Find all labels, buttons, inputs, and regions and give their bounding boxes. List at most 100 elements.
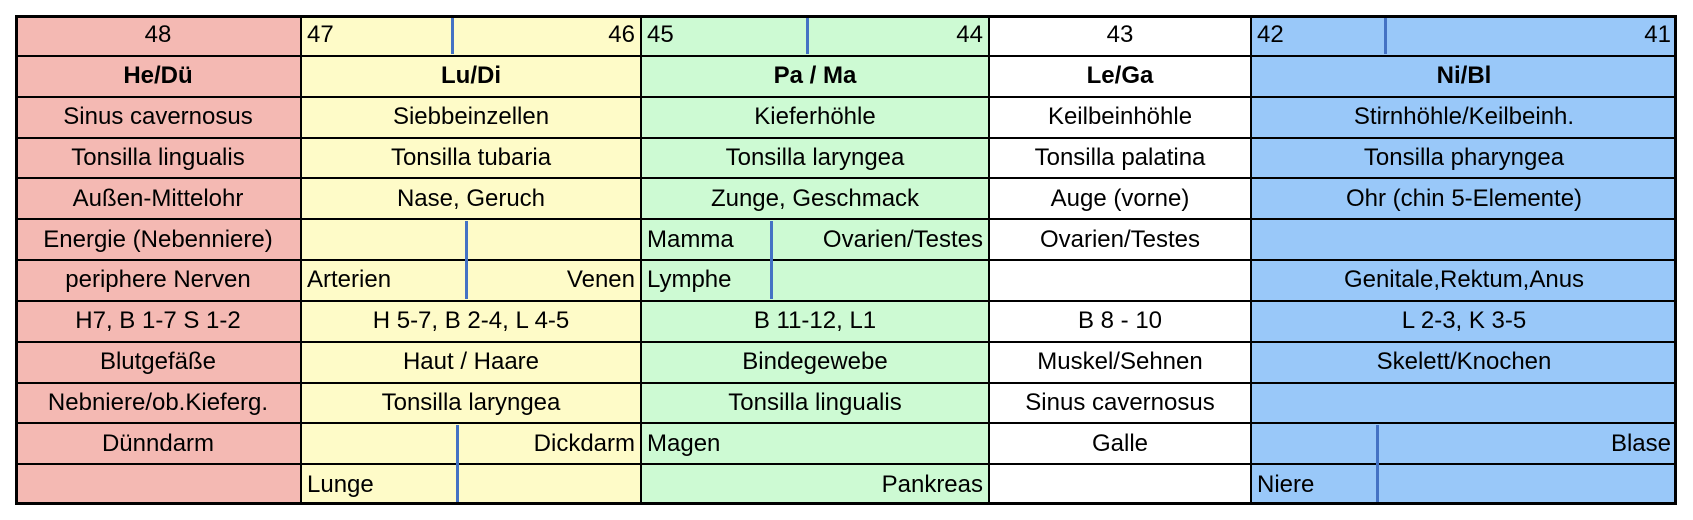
cell-he-du-row-0: 48 <box>15 15 301 56</box>
blue-divider-line <box>1376 425 1379 503</box>
cell-right-text: 46 <box>608 21 635 49</box>
cell-he-du-row-3: Tonsilla lingualis <box>15 137 301 179</box>
cell-right-text: Ovarien/Testes <box>822 225 983 253</box>
cell-right-text: Pankreas <box>881 470 983 498</box>
row-separator <box>15 95 1677 98</box>
cell-left-text: Lymphe <box>647 266 732 294</box>
row-separator <box>15 463 1677 466</box>
cell-right-text: 44 <box>956 21 983 49</box>
cell-ni-bl-row-0: 42 41 <box>1251 15 1677 56</box>
cell-pa-ma-row-4: Zunge, Geschmack <box>641 178 989 220</box>
column-separator <box>640 15 642 505</box>
row-separator <box>15 218 1677 221</box>
column-separator <box>988 15 990 505</box>
cell-le-ga-row-3: Tonsilla palatina <box>989 137 1251 179</box>
cell-lu-di-row-11: Lunge <box>301 464 641 505</box>
cell-pa-ma-row-10: Magen <box>641 423 989 465</box>
row-separator <box>15 422 1677 425</box>
cell-pa-ma-row-6: Lymphe <box>641 260 989 301</box>
cell-he-du-row-4: Außen-Mittelohr <box>15 178 301 220</box>
blue-divider-line <box>465 221 468 299</box>
cell-left-text: Mamma <box>647 225 734 253</box>
cell-ni-bl-row-3: Tonsilla pharyngea <box>1251 137 1677 179</box>
cell-le-ga-row-8: Muskel/Sehnen <box>989 341 1251 383</box>
cell-lu-di-row-9: Tonsilla laryngea <box>301 382 641 424</box>
cell-ni-bl-row-10: Blase <box>1251 423 1677 465</box>
cell-le-ga-row-7: B 8 - 10 <box>989 300 1251 342</box>
cell-le-ga-row-0: 43 <box>989 15 1251 56</box>
row-separator <box>15 177 1677 180</box>
cell-lu-di-row-5 <box>301 219 641 260</box>
cell-le-ga-row-1: Le/Ga <box>989 55 1251 97</box>
cell-le-ga-row-4: Auge (vorne) <box>989 178 1251 220</box>
cell-lu-di-row-6: Arterien Venen <box>301 260 641 301</box>
cell-ni-bl-row-8: Skelett/Knochen <box>1251 341 1677 383</box>
cell-ni-bl-row-1: Ni/Bl <box>1251 55 1677 97</box>
cell-pa-ma-row-0: 45 44 <box>641 15 989 56</box>
cell-ni-bl-row-6: Genitale,Rektum,Anus <box>1251 260 1677 301</box>
cell-he-du-row-7: H7, B 1-7 S 1-2 <box>15 300 301 342</box>
cell-pa-ma-row-3: Tonsilla laryngea <box>641 137 989 179</box>
cell-right-text: Dickdarm <box>533 429 635 457</box>
row-separator <box>15 381 1677 384</box>
cell-ni-bl-row-2: Stirnhöhle/Keilbeinh. <box>1251 96 1677 138</box>
cell-ni-bl-row-11: Niere <box>1251 464 1677 505</box>
cell-he-du-row-8: Blutgefäße <box>15 341 301 383</box>
cell-left-text: Lunge <box>307 470 374 498</box>
cell-left-text: Niere <box>1257 470 1315 498</box>
cell-le-ga-row-9: Sinus cavernosus <box>989 382 1251 424</box>
cell-left-text: Arterien <box>307 266 392 294</box>
cell-he-du-row-5: Energie (Nebenniere) <box>15 219 301 260</box>
cell-lu-di-row-2: Siebbeinzellen <box>301 96 641 138</box>
cell-right-text: 41 <box>1644 21 1671 49</box>
cell-he-du-row-9: Nebniere/ob.Kieferg. <box>15 382 301 424</box>
row-separator <box>15 54 1677 57</box>
cell-lu-di-row-10: Dickdarm <box>301 423 641 465</box>
cell-lu-di-row-3: Tonsilla tubaria <box>301 137 641 179</box>
column-separator <box>1250 15 1252 505</box>
cell-le-ga-row-6 <box>989 260 1251 301</box>
cell-pa-ma-row-11: Pankreas <box>641 464 989 505</box>
cell-he-du-row-1: He/Dü <box>15 55 301 97</box>
cell-left-text: Magen <box>647 429 721 457</box>
blue-divider-line <box>806 17 809 54</box>
row-separator <box>15 259 1677 261</box>
cell-he-du-row-10: Dünndarm <box>15 423 301 465</box>
cell-le-ga-row-5: Ovarien/Testes <box>989 219 1251 260</box>
cell-he-du-row-11 <box>15 464 301 505</box>
cell-ni-bl-row-7: L 2-3, K 3-5 <box>1251 300 1677 342</box>
cell-lu-di-row-7: H 5-7, B 2-4, L 4-5 <box>301 300 641 342</box>
cell-he-du-row-6: periphere Nerven <box>15 260 301 301</box>
row-separator <box>15 340 1677 343</box>
cell-left-text: 47 <box>307 21 334 49</box>
column-separator <box>300 15 302 505</box>
cell-right-text: Blase <box>1610 429 1671 457</box>
cell-pa-ma-row-7: B 11-12, L1 <box>641 300 989 342</box>
blue-divider-line <box>770 221 773 299</box>
row-separator <box>15 136 1677 139</box>
cell-ni-bl-row-5 <box>1251 219 1677 260</box>
blue-divider-line <box>451 17 454 54</box>
row-separator <box>15 299 1677 302</box>
cell-lu-di-row-4: Nase, Geruch <box>301 178 641 220</box>
cell-ni-bl-row-9 <box>1251 382 1677 424</box>
cell-le-ga-row-2: Keilbeinhöhle <box>989 96 1251 138</box>
cell-pa-ma-row-5: Mamma Ovarien/Testes <box>641 219 989 260</box>
cell-ni-bl-row-4: Ohr (chin 5-Elemente) <box>1251 178 1677 220</box>
cell-pa-ma-row-1: Pa / Ma <box>641 55 989 97</box>
cell-left-text: 42 <box>1257 21 1284 49</box>
cell-lu-di-row-0: 47 46 <box>301 15 641 56</box>
table-frame <box>15 15 1677 505</box>
cell-lu-di-row-8: Haut / Haare <box>301 341 641 383</box>
cell-lu-di-row-1: Lu/Di <box>301 55 641 97</box>
cell-pa-ma-row-2: Kieferhöhle <box>641 96 989 138</box>
cell-pa-ma-row-9: Tonsilla lingualis <box>641 382 989 424</box>
cell-le-ga-row-11 <box>989 464 1251 505</box>
cell-right-text: Venen <box>566 266 635 294</box>
blue-divider-line <box>456 425 459 503</box>
cell-le-ga-row-10: Galle <box>989 423 1251 465</box>
cell-pa-ma-row-8: Bindegewebe <box>641 341 989 383</box>
blue-divider-line <box>1384 17 1387 54</box>
cell-left-text: 45 <box>647 21 674 49</box>
cell-he-du-row-2: Sinus cavernosus <box>15 96 301 138</box>
